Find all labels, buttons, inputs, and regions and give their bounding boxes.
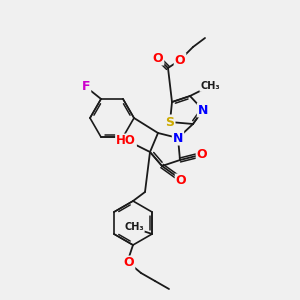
Text: CH₃: CH₃ <box>200 81 220 91</box>
Text: O: O <box>175 53 185 67</box>
Text: HO: HO <box>116 134 136 148</box>
Text: CH₃: CH₃ <box>124 222 144 232</box>
Text: O: O <box>197 148 207 161</box>
Text: O: O <box>153 52 163 64</box>
Text: N: N <box>198 103 208 116</box>
Text: S: S <box>166 116 175 128</box>
Text: F: F <box>82 80 90 93</box>
Text: O: O <box>176 175 186 188</box>
Text: O: O <box>124 256 134 269</box>
Text: N: N <box>173 131 183 145</box>
